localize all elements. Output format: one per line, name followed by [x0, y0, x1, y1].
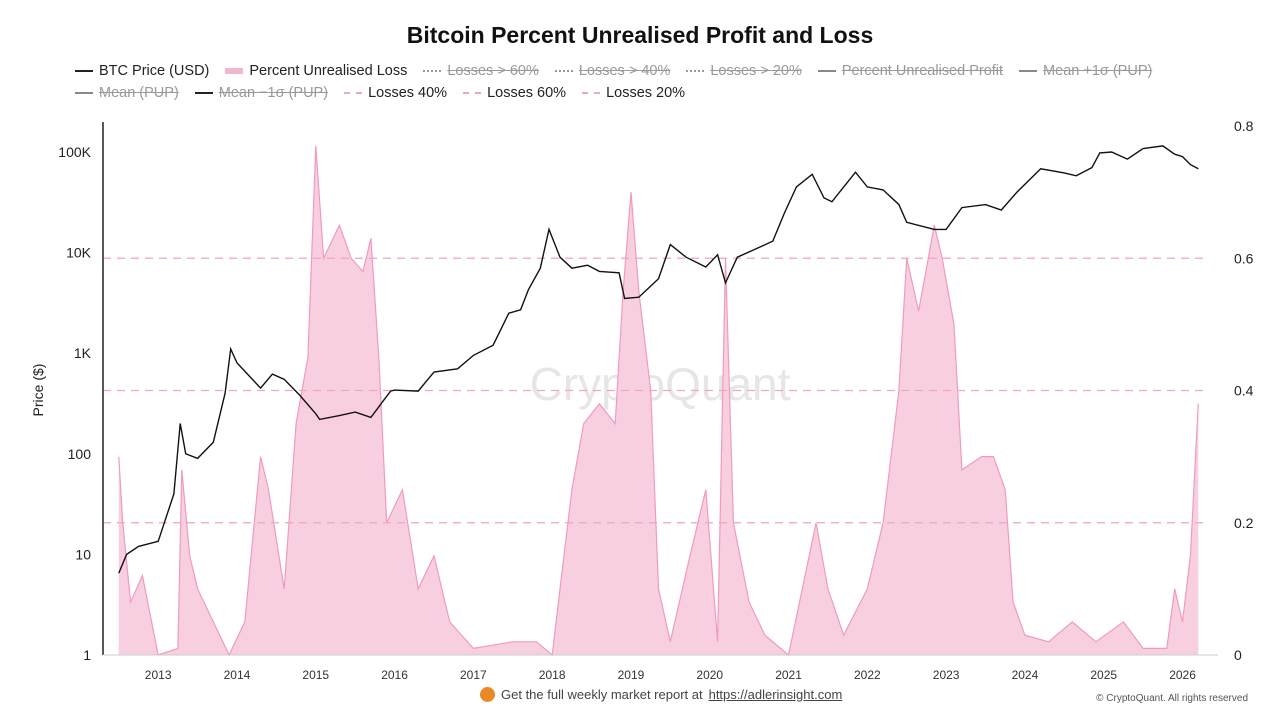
legend-swatch	[344, 92, 363, 94]
legend-item[interactable]: Mean (PUP)	[75, 85, 179, 101]
legend-item[interactable]: Percent Unrealised Profit	[817, 63, 1004, 79]
legend-label: Losses > 40%	[578, 63, 671, 79]
y-axis-label: Price ($)	[30, 364, 46, 417]
legend-item[interactable]: Losses > 20%	[686, 63, 802, 79]
price-line	[118, 145, 1199, 574]
y-left-tick-label: 1K	[74, 345, 92, 361]
legend-label: Losses 60%	[487, 85, 567, 101]
legend-label: Percent Unrealised Loss	[249, 63, 408, 79]
legend-item[interactable]: Losses 60%	[463, 85, 566, 101]
legend-label: Losses > 60%	[447, 63, 539, 79]
legend-swatch	[75, 70, 93, 72]
legend-row-1: BTC Price (USD) Percent Unrealised Loss Lo…	[75, 63, 1152, 79]
x-tick-label: 2023	[933, 668, 960, 682]
legend-item[interactable]: Mean +1σ (PUP)	[1019, 63, 1152, 79]
legend-swatch	[1019, 70, 1038, 72]
y-left-tick-label: 10K	[66, 245, 92, 261]
x-tick-label: 2024	[1012, 668, 1039, 682]
x-tick-label: 2026	[1169, 668, 1196, 682]
x-tick-label: 2014	[224, 668, 251, 682]
y-left-tick-label: 1	[83, 647, 91, 663]
x-tick-label: 2016	[381, 668, 408, 682]
loss-area	[118, 145, 1199, 656]
legend-label: BTC Price (USD)	[99, 63, 210, 79]
legend-label: Losses > 20%	[710, 63, 802, 79]
legend-label: Percent Unrealised Profit	[841, 63, 1004, 79]
legend-swatch	[423, 70, 442, 72]
legend-label: Mean +1σ (PUP)	[1043, 63, 1153, 79]
x-tick-label: 2020	[696, 668, 723, 682]
legend-row-2: Mean (PUP) Mean −1σ (PUP) Losses 40% Losses…	[75, 85, 685, 101]
chart-title: Bitcoin Percent Unrealised Profit and Lo…	[406, 22, 874, 48]
footer: Get the full weekly market report at htt…	[480, 687, 842, 702]
legend-swatch	[194, 92, 213, 94]
legend-swatch	[686, 70, 705, 72]
legend-swatch	[225, 68, 244, 74]
legend-swatch	[463, 92, 482, 94]
legend-item[interactable]: BTC Price (USD)	[75, 63, 209, 79]
legend-swatch	[75, 92, 93, 94]
legend-label: Losses 20%	[606, 85, 686, 101]
y-right-tick-label: 0.8	[1234, 118, 1254, 134]
y-left-tick-label: 10	[75, 546, 91, 562]
legend-label: Mean (PUP)	[99, 85, 179, 101]
legend-label: Losses 40%	[368, 85, 448, 101]
legend-swatch	[582, 92, 601, 94]
legend-item[interactable]: Losses 40%	[344, 85, 447, 101]
x-tick-label: 2015	[302, 668, 329, 682]
loss-line	[118, 145, 1199, 657]
legend-item[interactable]: Losses 20%	[582, 85, 685, 101]
y-right-tick-label: 0.4	[1234, 383, 1254, 399]
x-tick-label: 2019	[618, 668, 645, 682]
legend-label: Mean −1σ (PUP)	[218, 85, 329, 101]
legend-item[interactable]: Losses > 60%	[423, 63, 539, 79]
legend-item[interactable]: Losses > 40%	[554, 63, 671, 79]
y-right-tick-label: 0.6	[1234, 250, 1254, 266]
x-tick-label: 2021	[775, 668, 802, 682]
watermark: CryptoQuant	[530, 358, 791, 410]
coin-icon	[480, 687, 495, 702]
x-tick-label: 2022	[854, 668, 881, 682]
x-tick-label: 2025	[1090, 668, 1117, 682]
legend-swatch	[817, 70, 836, 72]
legend-swatch	[554, 70, 573, 72]
footer-text: Get the full weekly market report at	[501, 687, 703, 702]
copyright: © CryptoQuant. All rights reserved	[1096, 693, 1248, 704]
y-left-tick-label: 100	[68, 446, 92, 462]
y-right-tick-label: 0.2	[1234, 515, 1254, 531]
y-left-tick-label: 100K	[58, 144, 91, 160]
report-link[interactable]: https://adlerinsight.com	[708, 687, 843, 702]
x-tick-label: 2018	[539, 668, 566, 682]
legend-item[interactable]: Mean −1σ (PUP)	[194, 85, 329, 101]
x-tick-label: 2017	[460, 668, 487, 682]
legend-item[interactable]: Percent Unrealised Loss	[225, 63, 407, 79]
x-tick-label: 2013	[145, 668, 172, 682]
y-right-tick-label: 0	[1234, 647, 1242, 663]
